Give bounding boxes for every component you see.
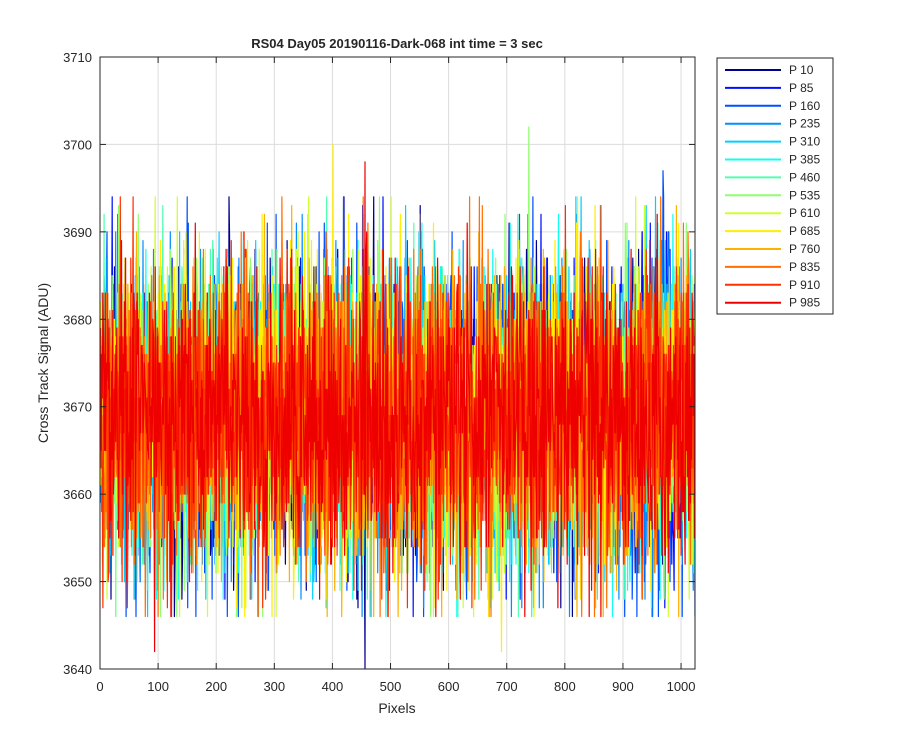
x-tick-label: 600 [438, 679, 460, 694]
x-tick-label: 900 [612, 679, 634, 694]
series-lines [100, 126, 695, 669]
y-tick-label: 3660 [63, 487, 92, 502]
chart-title: RS04 Day05 20190116-Dark-068 int time = … [251, 36, 543, 51]
legend-label: P 610 [789, 206, 820, 220]
legend-label: P 85 [789, 81, 814, 95]
x-tick-label: 400 [322, 679, 344, 694]
legend-label: P 535 [789, 188, 820, 202]
legend-label: P 985 [789, 296, 820, 310]
x-tick-label: 1000 [667, 679, 696, 694]
y-tick-label: 3700 [63, 137, 92, 152]
y-tick-label: 3710 [63, 50, 92, 65]
y-tick-label: 3650 [63, 575, 92, 590]
x-tick-label: 200 [205, 679, 227, 694]
legend-label: P 310 [789, 135, 820, 149]
legend-label: P 460 [789, 170, 820, 184]
x-tick-label: 300 [263, 679, 285, 694]
legend-label: P 385 [789, 153, 820, 167]
x-tick-label: 500 [380, 679, 402, 694]
y-tick-label: 3670 [63, 400, 92, 415]
series-line-p-910 [100, 196, 695, 618]
legend-label: P 760 [789, 242, 820, 256]
legend-label: P 160 [789, 99, 820, 113]
legend-box [716, 57, 834, 315]
x-axis-label: Pixels [378, 700, 415, 716]
y-axis-label: Cross Track Signal (ADU) [35, 283, 51, 443]
legend-label: P 10 [789, 63, 814, 77]
legend-label: P 835 [789, 260, 820, 274]
x-tick-label: 800 [554, 679, 576, 694]
y-tick-label: 3680 [63, 312, 92, 327]
x-tick-label: 0 [96, 679, 103, 694]
plot-frame [99, 56, 696, 670]
y-tick-label: 3640 [63, 662, 92, 677]
axis-ticks: 0 100 200 300 400 500 600 700 800 900 1000 3640 3650… [63, 50, 695, 694]
x-tick-label: 700 [496, 679, 518, 694]
legend: P 10 P 85 P 160 P 235 P 310 P 385 P 460 P 535 P … [716, 57, 834, 315]
x-tick-label: 100 [147, 679, 169, 694]
series-line-p-985 [100, 161, 695, 653]
legend-label: P 685 [789, 224, 820, 238]
legend-label: P 910 [789, 278, 820, 292]
legend-label: P 235 [789, 117, 820, 131]
y-tick-label: 3690 [63, 225, 92, 240]
